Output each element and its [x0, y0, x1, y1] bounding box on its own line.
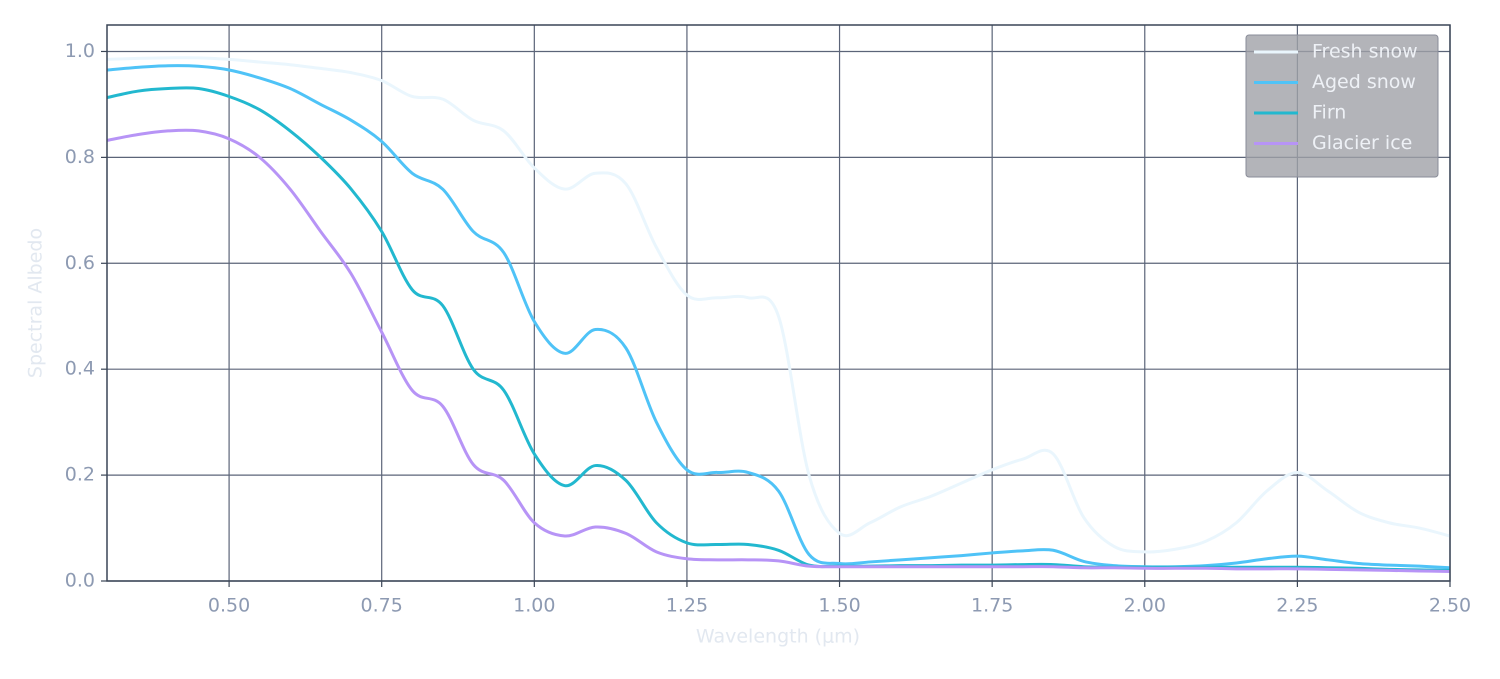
x-tick-label: 1.75: [971, 595, 1013, 617]
legend-label: Fresh snow: [1312, 41, 1418, 63]
y-tick-label: 0.6: [65, 252, 95, 274]
x-axis-label: Wavelength (μm): [696, 626, 860, 648]
y-tick-label: 0.8: [65, 146, 95, 168]
y-axis-label: Spectral Albedo: [25, 228, 47, 378]
x-tick-label: 1.00: [513, 595, 555, 617]
series-line: [106, 56, 1451, 554]
series-line: [106, 64, 1451, 570]
y-tick-label: 1.0: [65, 40, 95, 62]
series-line: [106, 128, 1451, 573]
legend-label: Glacier ice: [1312, 132, 1412, 154]
y-tick-label: 0.2: [65, 464, 95, 486]
legend: Fresh snow Aged snow Firn Glacier ice: [1245, 34, 1439, 178]
x-tick-label: 2.50: [1429, 595, 1471, 617]
y-tick-label: 0.0: [65, 570, 95, 592]
x-tick-label: 2.00: [1124, 595, 1166, 617]
x-tick-label: 1.25: [666, 595, 708, 617]
legend-label: Aged snow: [1312, 71, 1416, 93]
legend-label: Firn: [1312, 102, 1346, 124]
y-tick-label: 0.4: [65, 358, 95, 380]
x-tick-label: 0.50: [208, 595, 250, 617]
legend-box: [1245, 34, 1439, 178]
x-tick-label: 1.50: [818, 595, 860, 617]
plot-frame: [106, 24, 1451, 582]
x-tick-label: 0.75: [361, 595, 403, 617]
x-tick-label: 2.25: [1276, 595, 1318, 617]
